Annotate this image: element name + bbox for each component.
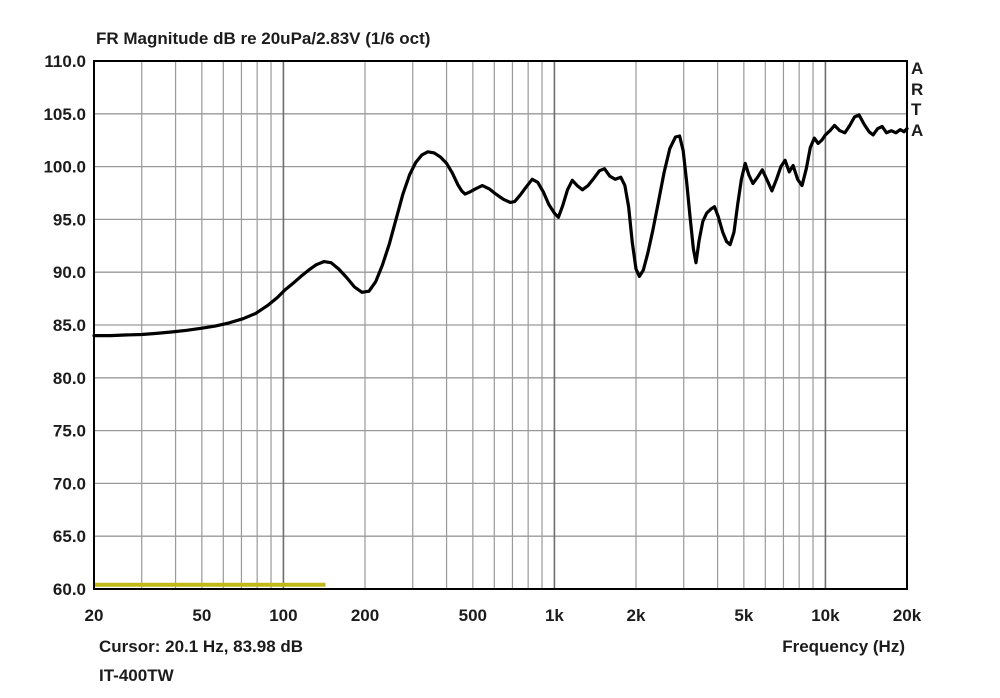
plot-border — [93, 60, 908, 590]
x-tick-label: 2k — [627, 606, 646, 625]
x-tick-label: 10k — [811, 606, 840, 625]
y-tick-label: 80.0 — [53, 369, 86, 388]
y-tick-label: 75.0 — [53, 422, 86, 441]
x-tick-label: 1k — [545, 606, 564, 625]
y-tick-label: 70.0 — [53, 474, 86, 493]
y-tick-label: 110.0 — [44, 52, 86, 71]
arta-letter: R — [911, 79, 924, 99]
cursor-readout: Cursor: 20.1 Hz, 83.98 dB — [99, 637, 304, 656]
chart-title: FR Magnitude dB re 20uPa/2.83V (1/6 oct) — [96, 29, 431, 48]
x-tick-label: 5k — [734, 606, 753, 625]
x-tick-label: 50 — [192, 606, 211, 625]
x-tick-label: 500 — [459, 606, 487, 625]
y-tick-label: 90.0 — [53, 263, 86, 282]
x-tick-label: 100 — [269, 606, 297, 625]
fr-magnitude-curve[interactable] — [92, 113, 909, 338]
device-label: IT-400TW — [99, 666, 174, 685]
y-tick-label: 105.0 — [43, 105, 86, 124]
x-tick-label: 20k — [893, 606, 922, 625]
arta-letter: A — [911, 59, 924, 78]
arta-letter: T — [911, 100, 922, 119]
y-tick-label: 60.0 — [53, 580, 86, 599]
y-tick-label: 65.0 — [53, 527, 86, 546]
y-tick-label: 95.0 — [53, 210, 86, 229]
x-tick-label: 20 — [85, 606, 104, 625]
y-tick-label: 100.0 — [43, 158, 86, 177]
arta-logo-watermark: A R T A — [911, 59, 937, 141]
x-tick-label: 200 — [351, 606, 379, 625]
y-tick-label: 85.0 — [53, 316, 86, 335]
arta-letter: A — [911, 120, 924, 140]
x-axis-label: Frequency (Hz) — [782, 637, 905, 656]
